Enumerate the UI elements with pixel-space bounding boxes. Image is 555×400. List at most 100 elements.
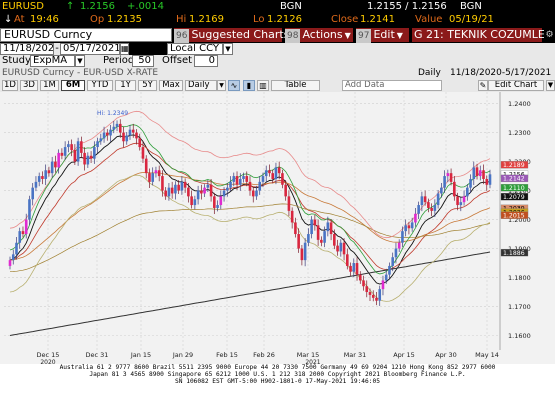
candle-body <box>407 225 411 229</box>
candle-body <box>232 176 236 182</box>
offset-input[interactable]: 0 <box>194 55 218 67</box>
candle-body <box>264 170 268 177</box>
pencil-icon[interactable]: ✎ <box>478 80 488 91</box>
chart-template-button[interactable]: G 21: TEKNIK COZUMLEM <box>412 28 555 42</box>
candle-body <box>420 196 424 206</box>
suggested-label: Suggested Charts <box>191 28 290 41</box>
candle-body <box>326 222 330 232</box>
candle-body <box>352 263 356 272</box>
table-button[interactable]: Table <box>271 80 320 91</box>
candle-body <box>485 178 489 185</box>
ticker-bar: EURUSD ↑ 1.2156 +.0014 BGN 1.2155 / 1.21… <box>0 0 555 13</box>
candle-body <box>268 170 271 174</box>
price-tag-box <box>500 248 529 257</box>
period-6m-button[interactable]: 6M <box>61 80 85 91</box>
currency-select[interactable]: Local CCY <box>167 43 223 55</box>
bar-chart-icon[interactable]: ▥ <box>257 80 269 91</box>
candle-body <box>141 147 145 159</box>
candle-body <box>349 265 352 272</box>
footer-line-1: Australia 61 2 9777 8600 Brazil 5511 239… <box>59 364 496 371</box>
candle-body <box>261 176 265 182</box>
period-5y-button[interactable]: 5Y <box>138 80 157 91</box>
chevron-down-icon[interactable]: ▼ <box>223 43 233 55</box>
settings-gear-icon[interactable]: ⚙ <box>544 28 555 42</box>
actions-menu[interactable]: 98 Actions ▼ <box>285 28 353 43</box>
price-tag-box <box>500 161 529 169</box>
close-value: 1.2141 <box>360 14 395 25</box>
quote-details: ↓ At 19:46 Op 1.2135 Hi 1.2169 Lo 1.2126… <box>0 13 555 26</box>
candle-body <box>44 170 47 179</box>
price-tag-label: 1.2015 <box>503 213 525 220</box>
candle-body <box>41 176 44 179</box>
candle-body <box>219 196 223 206</box>
period-1d-button[interactable]: 1D <box>2 80 18 91</box>
x-tick-label: Jan 15 <box>130 351 151 359</box>
line-chart-icon[interactable]: ∿ <box>228 80 240 91</box>
suggested-charts-button[interactable]: 96 Suggested Charts <box>174 28 289 43</box>
start-date-input[interactable]: 11/18/2020 <box>0 43 54 55</box>
candle-body <box>112 126 116 130</box>
upper-band-line <box>9 110 491 239</box>
date-range-bar: 11/18/2020 - 05/17/2021 ▦ Local CCY ▼ <box>0 43 555 55</box>
chevron-down-icon[interactable]: ▼ <box>546 80 555 91</box>
calendar-icon[interactable]: ▦ <box>120 43 129 55</box>
candle-body <box>76 141 80 162</box>
y-tick-label: 1.2400 <box>508 100 531 108</box>
candle-body <box>63 147 67 156</box>
study-select[interactable]: ExpMA <box>30 55 75 67</box>
period-1y-button[interactable]: 1Y <box>115 80 136 91</box>
x-tick-label: Feb 15 <box>216 351 238 359</box>
candle-body <box>118 123 122 133</box>
candle-body <box>378 289 382 301</box>
candle-body <box>462 196 466 203</box>
candle-body <box>80 141 83 153</box>
period-3d-button[interactable]: 3D <box>20 80 38 91</box>
candle-body <box>206 184 210 188</box>
candle-body <box>255 190 258 197</box>
candle-body <box>307 234 310 243</box>
period-ytd-button[interactable]: YTD <box>87 80 113 91</box>
candle-body <box>135 132 138 139</box>
add-data-input[interactable]: Add Data <box>342 80 442 91</box>
candle-body <box>277 167 281 174</box>
candle-body <box>203 187 206 194</box>
candle-body <box>200 190 203 194</box>
candle-body <box>258 181 262 191</box>
price-tag-label: 1.2079 <box>503 194 525 201</box>
candle-body <box>238 178 242 185</box>
edit-chart-button[interactable]: Edit Chart <box>488 80 544 91</box>
x-year-label: 2021 <box>305 359 320 364</box>
high-value: 1.2169 <box>189 14 224 25</box>
edit-menu[interactable]: 97 Edit ▼ <box>356 28 409 43</box>
candle-body <box>93 147 96 159</box>
candle-chart-icon[interactable]: ▮ <box>243 80 255 91</box>
candle-body <box>161 176 164 191</box>
price-tag-box <box>500 211 529 219</box>
candle-body <box>401 231 404 243</box>
candle-body <box>446 173 450 177</box>
last-price: 1.2156 <box>80 1 115 12</box>
chevron-down-icon[interactable]: ▼ <box>217 80 226 91</box>
candle-body <box>297 234 300 249</box>
candle-body <box>148 173 151 182</box>
price-chart[interactable]: 1.24001.23001.22001.21001.20001.19001.18… <box>0 92 555 400</box>
candle-body <box>86 155 90 165</box>
period-1m-button[interactable]: 1M <box>40 80 59 91</box>
quote-time: 19:46 <box>30 14 59 25</box>
candle-body <box>384 274 388 281</box>
price-tag-label: 1.2189 <box>503 162 525 169</box>
end-date-input[interactable]: 05/17/2021 <box>60 43 120 55</box>
security-input[interactable]: EURUSD Curncy <box>0 28 172 42</box>
frequency-select[interactable]: Daily <box>185 80 217 91</box>
menu-bar: EURUSD Curncy 96 Suggested Charts 98 Actio… <box>0 28 555 43</box>
open-value: 1.2135 <box>107 14 142 25</box>
quote-source: BGN <box>280 1 302 12</box>
candle-body <box>222 190 226 197</box>
period-max-button[interactable]: Max <box>159 80 183 91</box>
candlestick-chart[interactable]: 1.24001.23001.22001.21001.20001.19001.18… <box>0 92 555 366</box>
close-label: Close <box>331 14 359 25</box>
chevron-down-icon[interactable]: ▼ <box>75 55 85 67</box>
candle-body <box>174 184 177 194</box>
range-separator: - <box>54 43 60 55</box>
period-input[interactable]: 50 <box>132 55 154 67</box>
